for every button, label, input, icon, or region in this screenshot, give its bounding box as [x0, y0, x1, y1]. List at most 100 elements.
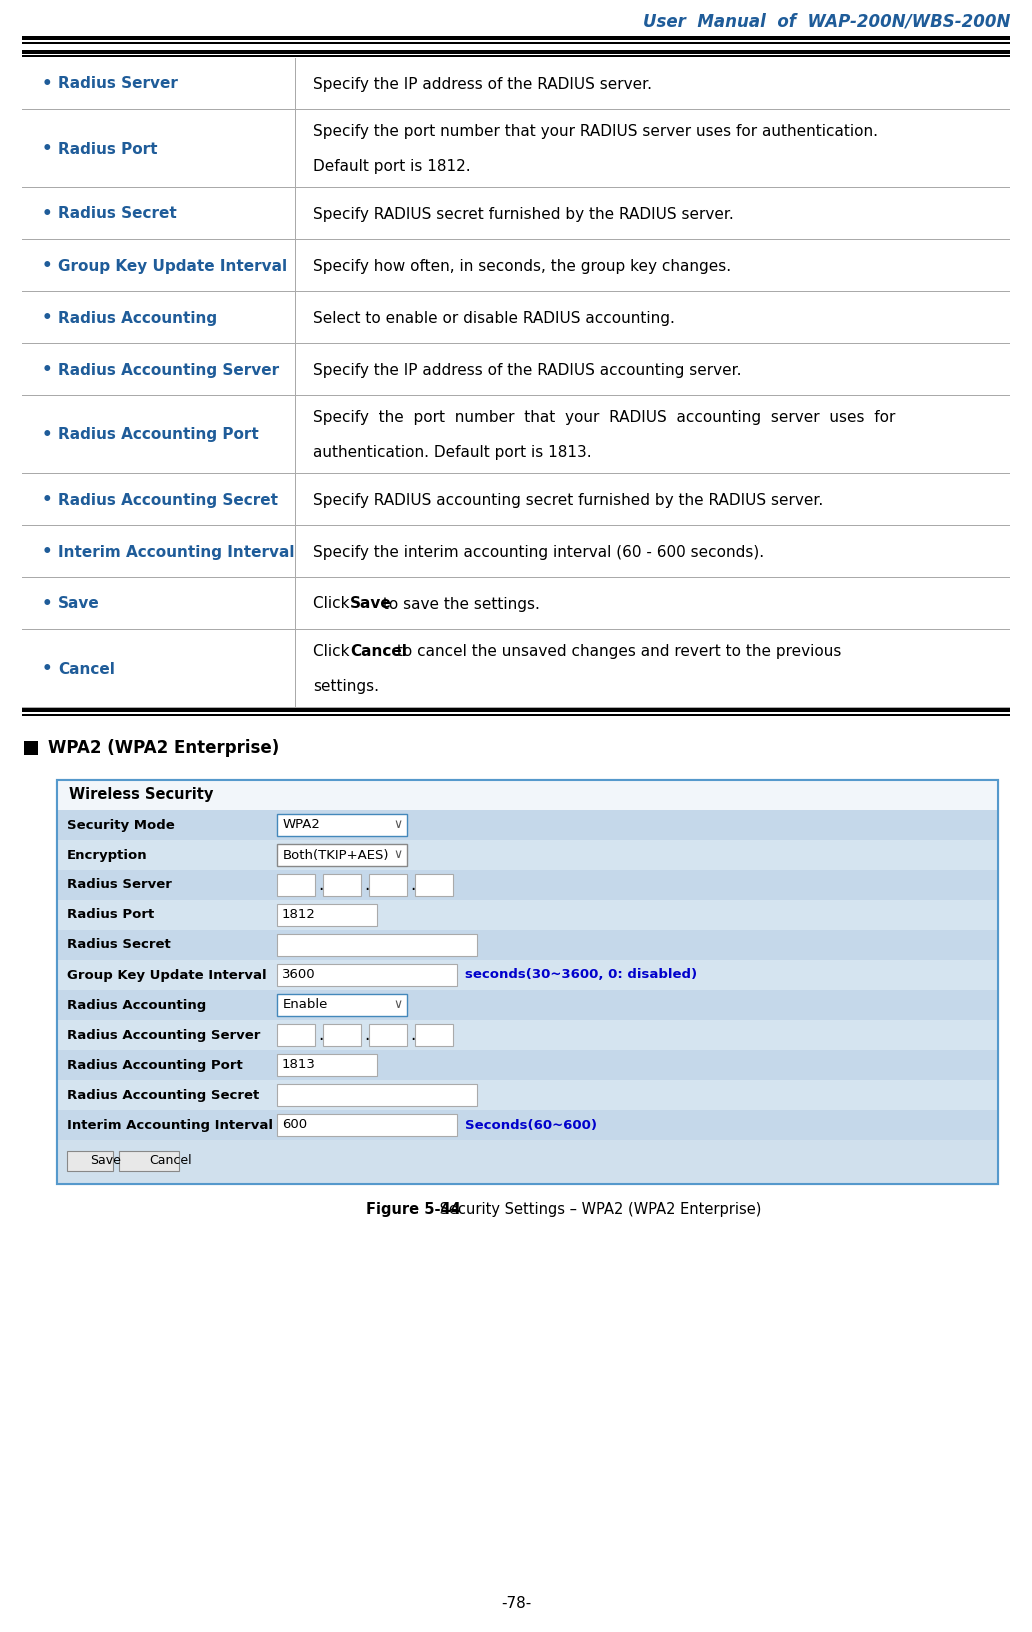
Text: 600: 600	[282, 1118, 308, 1131]
Text: ∨: ∨	[393, 999, 402, 1012]
Text: .: .	[318, 876, 323, 894]
Bar	[57, 1141, 998, 1183]
Text: Specify the IP address of the RADIUS server.: Specify the IP address of the RADIUS ser…	[313, 77, 652, 91]
Text: Click: Click	[313, 645, 354, 659]
Bar	[22, 36, 1010, 39]
Bar	[277, 814, 407, 836]
Text: Cancel: Cancel	[149, 1154, 192, 1167]
Text: Both(TKIP+AES): Both(TKIP+AES)	[283, 849, 389, 862]
Text: •: •	[42, 543, 53, 561]
Text: Default port is 1812.: Default port is 1812.	[313, 158, 471, 173]
Bar	[277, 1054, 377, 1075]
Text: -78-: -78-	[501, 1596, 531, 1611]
Bar	[119, 1151, 179, 1172]
Bar	[57, 960, 998, 991]
Text: •: •	[42, 206, 53, 224]
Bar	[277, 875, 315, 896]
Text: Interim Accounting Interval: Interim Accounting Interval	[67, 1118, 273, 1131]
Text: 1812: 1812	[282, 909, 316, 922]
Bar	[57, 991, 998, 1020]
Bar	[277, 1084, 477, 1106]
Bar	[57, 809, 998, 840]
Text: 3600: 3600	[282, 968, 316, 981]
Bar	[57, 899, 998, 930]
Text: Cancel: Cancel	[350, 645, 407, 659]
Text: settings.: settings.	[313, 679, 379, 694]
Text: Radius Port: Radius Port	[67, 909, 154, 922]
Text: Wireless Security: Wireless Security	[69, 788, 214, 803]
Text: Radius Accounting: Radius Accounting	[67, 999, 206, 1012]
Bar	[57, 1020, 998, 1049]
Text: Group Key Update Interval: Group Key Update Interval	[58, 258, 287, 274]
Text: •: •	[42, 361, 53, 379]
Text: Interim Accounting Interval: Interim Accounting Interval	[58, 545, 294, 560]
Text: Save: Save	[58, 597, 100, 612]
Text: Encryption: Encryption	[67, 849, 148, 862]
Text: Radius Port: Radius Port	[58, 142, 158, 157]
Bar	[277, 965, 457, 986]
Text: Seconds(60~600): Seconds(60~600)	[465, 1118, 596, 1131]
Bar	[277, 1023, 315, 1046]
Bar	[57, 1049, 998, 1080]
Bar	[57, 780, 998, 1183]
Text: .: .	[318, 1027, 323, 1044]
Text: Cancel: Cancel	[58, 661, 115, 677]
Text: Specify the IP address of the RADIUS accounting server.: Specify the IP address of the RADIUS acc…	[313, 362, 742, 377]
Bar	[277, 934, 477, 956]
Text: Radius Accounting: Radius Accounting	[58, 310, 217, 325]
Text: Enable: Enable	[283, 999, 328, 1012]
Text: authentication. Default port is 1813.: authentication. Default port is 1813.	[313, 444, 591, 460]
Text: Select to enable or disable RADIUS accounting.: Select to enable or disable RADIUS accou…	[313, 310, 675, 325]
Bar	[22, 708, 1010, 712]
Text: Specify how often, in seconds, the group key changes.: Specify how often, in seconds, the group…	[313, 258, 731, 274]
Text: Save: Save	[90, 1154, 121, 1167]
Text: •: •	[42, 659, 53, 677]
Bar	[323, 875, 361, 896]
Text: •: •	[42, 426, 53, 444]
Text: Radius Accounting Port: Radius Accounting Port	[58, 428, 259, 442]
Text: ∨: ∨	[393, 849, 402, 862]
Bar	[415, 1023, 453, 1046]
Bar	[57, 870, 998, 899]
Text: Radius Accounting Secret: Radius Accounting Secret	[67, 1089, 259, 1102]
Bar	[57, 780, 998, 809]
Text: •: •	[42, 308, 53, 326]
Text: Security Settings – WPA2 (WPA2 Enterprise): Security Settings – WPA2 (WPA2 Enterpris…	[434, 1203, 762, 1217]
Bar	[369, 875, 407, 896]
Text: Security Mode: Security Mode	[67, 819, 174, 831]
Text: Radius Accounting Secret: Radius Accounting Secret	[58, 493, 278, 508]
Text: .: .	[410, 876, 415, 894]
Text: Group Key Update Interval: Group Key Update Interval	[67, 968, 266, 981]
Text: .: .	[410, 1027, 415, 1044]
Text: WPA2 (WPA2 Enterprise): WPA2 (WPA2 Enterprise)	[49, 739, 280, 757]
Bar	[24, 741, 38, 756]
Text: 1813: 1813	[282, 1059, 316, 1072]
Text: Radius Server: Radius Server	[58, 77, 178, 91]
Text: User  Manual  of  WAP-200N/WBS-200N: User Manual of WAP-200N/WBS-200N	[643, 13, 1010, 31]
Text: Specify  the  port  number  that  your  RADIUS  accounting  server  uses  for: Specify the port number that your RADIUS…	[313, 410, 896, 426]
Text: Figure 5-44: Figure 5-44	[365, 1203, 460, 1217]
Text: seconds(30~3600, 0: disabled): seconds(30~3600, 0: disabled)	[465, 968, 698, 981]
Text: •: •	[42, 491, 53, 509]
Bar	[277, 1115, 457, 1136]
Bar	[57, 1080, 998, 1110]
Text: •: •	[42, 140, 53, 158]
Bar	[277, 844, 407, 867]
Text: Save: Save	[350, 597, 392, 612]
Bar	[67, 1151, 112, 1172]
Text: Specify RADIUS accounting secret furnished by the RADIUS server.: Specify RADIUS accounting secret furnish…	[313, 493, 824, 508]
Text: Radius Accounting Server: Radius Accounting Server	[67, 1028, 260, 1041]
Text: •: •	[42, 596, 53, 614]
Bar	[57, 780, 998, 1183]
Text: •: •	[42, 256, 53, 276]
Text: Radius Secret: Radius Secret	[67, 938, 170, 951]
Bar	[57, 840, 998, 870]
Bar	[415, 875, 453, 896]
Bar	[369, 1023, 407, 1046]
Bar	[323, 1023, 361, 1046]
Text: .: .	[364, 876, 369, 894]
Text: Radius Accounting Port: Radius Accounting Port	[67, 1059, 243, 1072]
Text: Specify the port number that your RADIUS server uses for authentication.: Specify the port number that your RADIUS…	[313, 124, 878, 139]
Text: .: .	[364, 1027, 369, 1044]
Text: Radius Server: Radius Server	[67, 878, 172, 891]
